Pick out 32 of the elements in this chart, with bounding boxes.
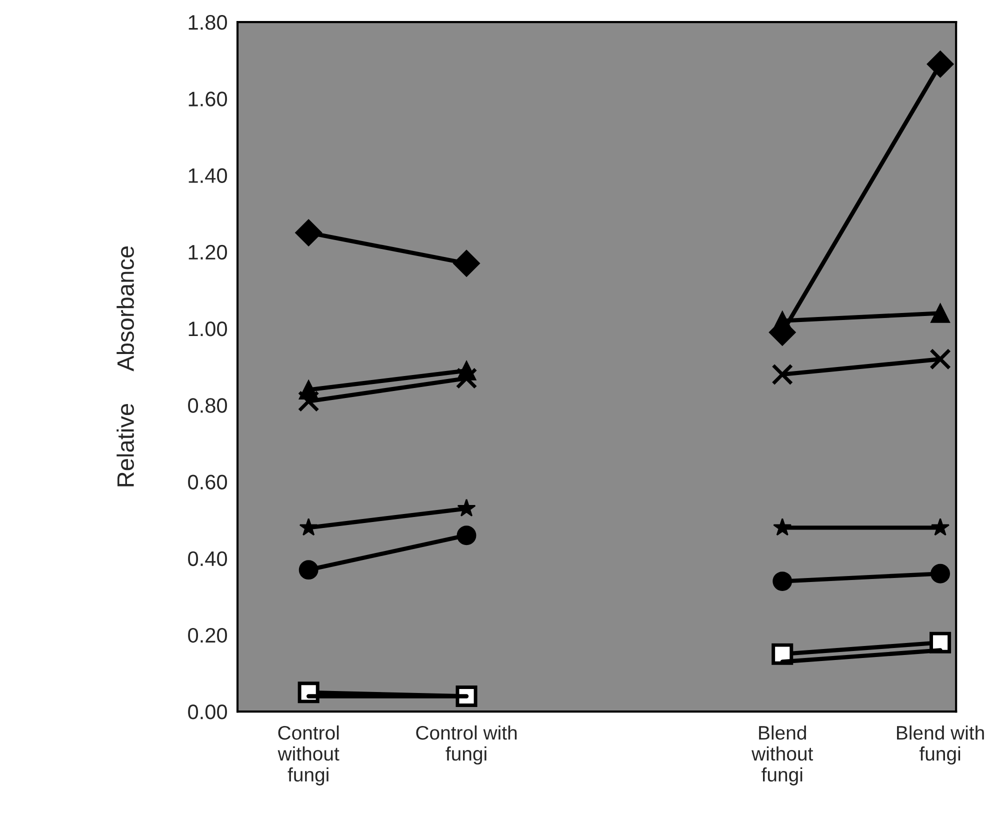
point (773, 518, 792, 536)
y-tick-label: 1.20 (188, 244, 227, 260)
y-tick-label: 1.80 (188, 15, 227, 30)
y-tick-label: 1.60 (188, 92, 227, 106)
point (772, 364, 794, 386)
y-tick-label: 0.80 (188, 398, 227, 413)
y-axis-title: Relative Absorbance (116, 246, 134, 486)
x-tick-label: Blend without fungi (752, 725, 814, 786)
y-tick-label: 0.20 (188, 628, 227, 643)
x-tick-label: Control with fungi (416, 725, 517, 765)
point (930, 564, 950, 584)
y-tick-label: 1.00 (188, 321, 227, 336)
point (298, 560, 318, 580)
point (930, 348, 952, 370)
point (930, 632, 952, 654)
x-tick-label: Blend with fungi (897, 725, 984, 765)
y-tick-label: 1.40 (188, 168, 227, 184)
point (457, 498, 476, 517)
point (453, 250, 480, 277)
point (299, 518, 318, 536)
point (772, 572, 792, 592)
point (456, 526, 476, 546)
y-tick-label: 0.40 (188, 551, 227, 566)
point (298, 390, 320, 412)
point (295, 219, 322, 246)
x-tick-label: Control without fungi (278, 725, 340, 786)
point (931, 518, 950, 536)
y-tick-label: 0.00 (188, 704, 227, 720)
point (930, 303, 950, 323)
point (456, 368, 478, 390)
y-tick-label: 0.60 (188, 474, 227, 490)
point (926, 50, 954, 78)
